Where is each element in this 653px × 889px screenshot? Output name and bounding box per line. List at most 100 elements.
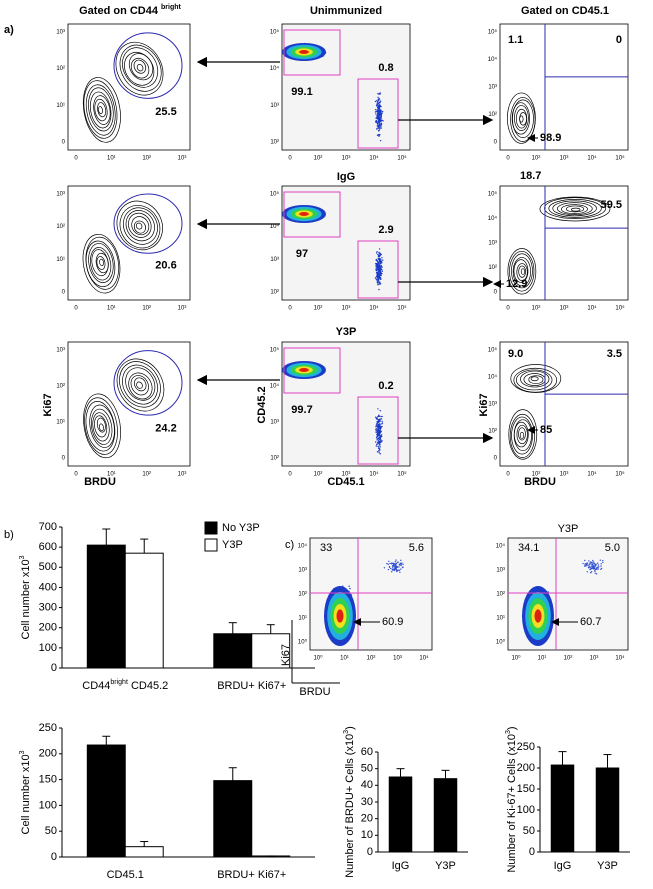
event-dot [376,431,378,433]
event-dot [380,114,382,116]
contour [99,423,104,432]
event-dot [390,562,393,565]
y-tick-label: 10⁵ [270,191,280,198]
quadrant-percent: 18.7 [520,170,541,182]
event-dot [596,562,599,564]
event-dot [387,563,389,566]
contour [511,102,530,135]
y-tick-label: 10³ [488,85,497,91]
event-dot [379,126,381,128]
y-tick-label: 0 [529,846,535,858]
y-tick-label: 10² [270,290,279,296]
y-tick-label: 300 [39,601,57,613]
x-tick-label: IgG [554,860,572,872]
contour [85,236,120,290]
event-dot [590,561,593,564]
event-dot [399,571,401,573]
bar [595,767,620,853]
contour [508,409,538,460]
y-tick-label: 10³ [298,568,307,574]
event-dot [592,568,595,570]
y-tick-label: 0 [494,140,498,146]
gate-percent: 25.5 [155,106,176,118]
x-axis-label: BRDU [524,476,556,488]
contour [518,265,527,278]
density-blob [534,609,542,623]
y-tick-label: 10⁴ [488,215,498,222]
plot-frame [67,185,191,301]
gate-percent: 97 [296,248,308,260]
event-dot [375,267,377,269]
event-dot [375,262,378,265]
contour [513,421,529,448]
contour [123,207,158,245]
quadrant-percent: 12.9 [506,278,527,290]
event-dot [586,562,588,564]
event-dot [398,563,401,566]
contour [116,200,163,251]
y-tick-label: 100 [39,799,57,811]
event-dot [378,414,380,416]
y-tick-label: 150 [39,774,57,786]
event-dot [595,573,598,575]
event-dot [397,561,399,564]
event-dot [400,564,402,567]
event-dot [376,275,378,278]
contour [98,106,103,115]
y-tick-label: 100 [517,804,535,816]
event-dot [394,567,397,569]
y-tick-label: 10¹ [496,616,505,622]
event-dot [376,281,379,283]
event-dot [349,587,351,590]
event-dot [377,98,379,101]
x-tick-label: 10² [564,656,573,662]
x-tick-label: 0 [506,306,510,312]
y-axis-label-sup: 3 [19,750,26,754]
legend-label: No Y3P [222,522,260,534]
contour [519,431,525,439]
contour [528,375,544,385]
y-axis-label-sup: 3 [343,730,350,734]
x-tick-label: 10⁰ [511,655,521,662]
x-tick-label: 10⁴ [369,305,379,312]
contour [511,416,533,455]
y-tick-label: 10² [298,592,307,598]
x-axis-label: CD45.1 [327,476,364,488]
x-tick-label: 10³ [590,656,599,662]
event-dot [396,570,398,573]
contour [90,408,113,445]
event-dot [392,565,394,567]
x-tick-label: CD44bright CD45.2 [82,679,168,692]
event-dot [379,424,381,426]
event-dot [379,277,382,279]
event-dot [380,264,382,267]
contour [513,419,532,452]
event-dot [590,571,593,573]
contour [88,243,114,283]
event-dot [379,278,382,280]
contour [516,424,528,445]
event-dot [376,278,378,280]
event-dot [395,569,398,571]
contour [511,253,533,289]
contour [509,250,535,292]
event-dot [380,434,383,436]
y-axis-label-sup: 3 [19,555,26,559]
event-dot [381,257,383,259]
x-tick-label: CD45.1 [107,869,144,881]
y-tick-label: 250 [39,722,57,734]
contour [122,47,159,88]
legend-swatch [204,538,218,552]
y-tick-label: 10² [488,429,497,435]
event-dot [602,559,604,562]
x-tick-label: 10³ [393,656,402,662]
event-dot [400,559,402,562]
event-dot [391,566,394,568]
event-dot [377,423,379,425]
bar [388,776,413,853]
bar [213,633,253,669]
contour [514,105,529,131]
event-dot [378,271,380,273]
y-axis-label: CD45.2 [256,386,268,423]
